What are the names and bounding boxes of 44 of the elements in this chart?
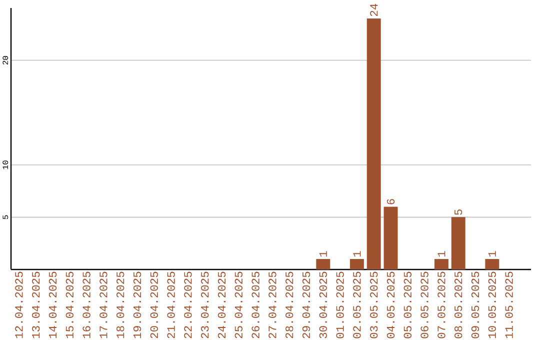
x-tick-label: 05.05.2025 xyxy=(404,272,412,338)
x-tick-label: 07.05.2025 xyxy=(438,272,446,338)
x-tick-label: 09.05.2025 xyxy=(471,272,480,338)
x-tick-label: 18.04.2025 xyxy=(116,272,124,338)
x-tick-label: 20.04.2025 xyxy=(150,272,158,338)
bar xyxy=(350,258,364,270)
x-tick-label: 25.04.2025 xyxy=(234,272,242,338)
x-tick-label: 03.05.2025 xyxy=(370,272,378,338)
x-tick-label: 08.05.2025 xyxy=(454,272,462,338)
bar xyxy=(384,206,398,270)
bar xyxy=(316,258,330,270)
x-tick-label: 28.04.2025 xyxy=(286,272,294,338)
x-tick-label: 06.05.2025 xyxy=(420,272,428,338)
x-tick-label: 02.05.2025 xyxy=(353,272,361,338)
x-tick-label: 14.04.2025 xyxy=(48,272,57,338)
data-label: 1 xyxy=(488,251,496,256)
x-tick-label: 27.04.2025 xyxy=(268,272,276,338)
bar xyxy=(366,18,381,270)
x-tick-label: 23.04.2025 xyxy=(201,272,209,338)
x-tick-label: 17.04.2025 xyxy=(100,272,108,338)
x-tick-label: 24.04.2025 xyxy=(218,272,226,338)
bar xyxy=(485,258,500,270)
x-tick-label: 12.04.2025 xyxy=(15,272,23,338)
x-tick-label: 15.04.2025 xyxy=(66,272,74,338)
x-tick-label: 21.04.2025 xyxy=(167,272,175,338)
bar xyxy=(434,258,448,270)
x-tick-label: 10.05.2025 xyxy=(488,272,496,338)
bar xyxy=(451,217,466,270)
x-tick-label: 11.05.2025 xyxy=(505,272,513,338)
x-tick-label: 30.04.2025 xyxy=(319,272,327,338)
data-label: 1 xyxy=(319,251,327,256)
data-label: 1 xyxy=(438,251,446,256)
x-tick-label: 13.04.2025 xyxy=(32,272,40,338)
x-tick-label: 04.05.2025 xyxy=(386,272,395,338)
data-label: 1 xyxy=(353,251,361,256)
data-label: 6 xyxy=(386,198,395,204)
x-tick-label: 22.04.2025 xyxy=(184,272,192,338)
data-label: 5 xyxy=(454,209,462,215)
x-tick-label: 26.04.2025 xyxy=(252,272,260,338)
x-tick-label: 16.04.2025 xyxy=(82,272,90,338)
data-label: 24 xyxy=(370,4,378,16)
x-tick-label: 29.04.2025 xyxy=(302,272,310,338)
x-tick-label: 01.05.2025 xyxy=(336,272,344,338)
x-tick-label: 19.04.2025 xyxy=(133,272,142,338)
